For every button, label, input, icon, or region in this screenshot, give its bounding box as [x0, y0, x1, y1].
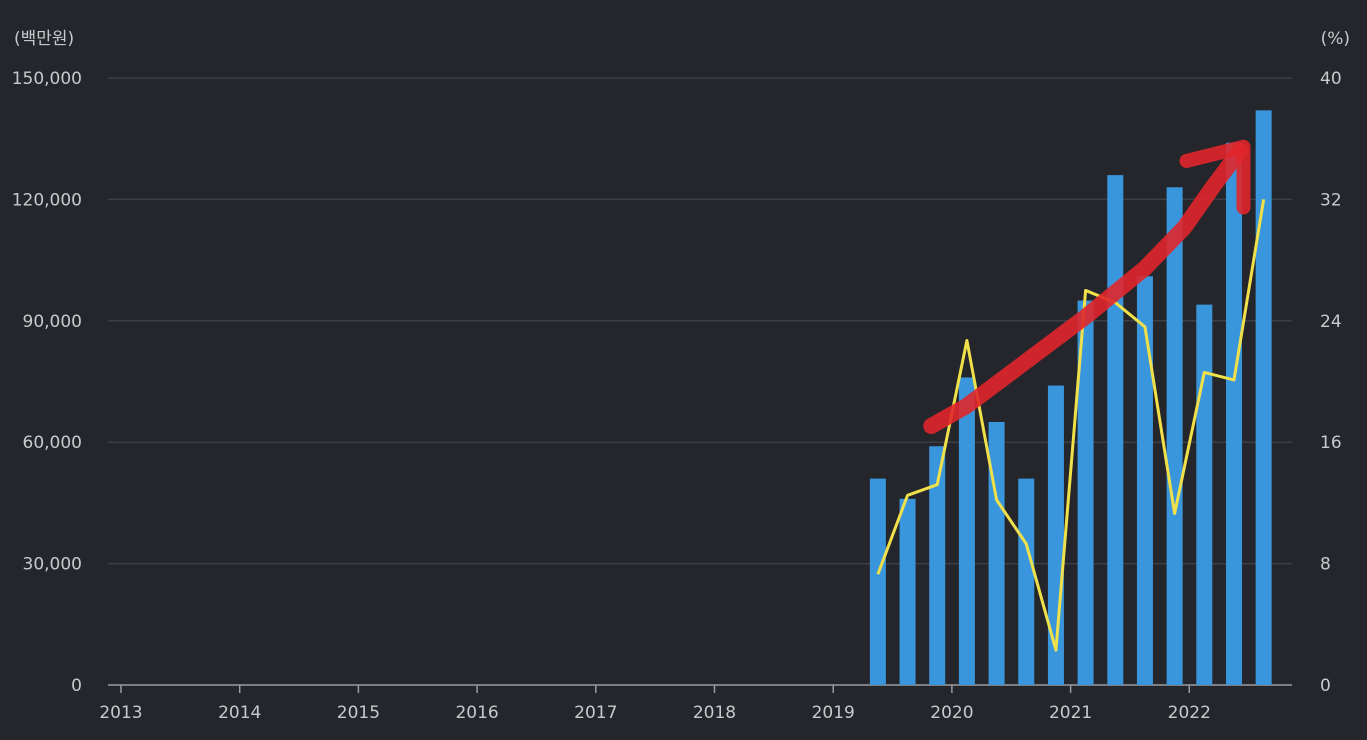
bar	[988, 421, 1005, 685]
x-tick-label: 2019	[812, 703, 855, 723]
x-tick-label: 2016	[455, 703, 498, 723]
bar	[869, 478, 886, 685]
hand-drawn-arrow-annotation	[923, 139, 1251, 435]
x-tick-label: 2015	[337, 703, 380, 723]
right-tick-label: 24	[1320, 312, 1342, 332]
bar	[899, 498, 916, 685]
right-tick-label: 16	[1320, 433, 1342, 453]
line-path	[876, 199, 1266, 652]
x-tick-label: 2014	[218, 703, 261, 723]
bar	[1225, 142, 1242, 685]
bar	[1077, 300, 1094, 685]
x-tick-label: 2022	[1168, 703, 1211, 723]
left-tick-label: 120,000	[12, 190, 82, 210]
right-tick-label: 32	[1320, 190, 1342, 210]
right-tick-label: 8	[1320, 555, 1331, 575]
x-tick-label: 2017	[574, 703, 617, 723]
x-tick-label: 2021	[1049, 703, 1092, 723]
x-tick-label: 2020	[930, 703, 973, 723]
left-tick-label: 90,000	[23, 312, 82, 332]
bar	[1255, 110, 1272, 685]
bar	[1136, 276, 1153, 685]
x-axis: 2013 2014 2015 2016 2017 2018 2019 2020 2021 2022	[99, 684, 1292, 723]
left-tick-label: 30,000	[23, 555, 82, 575]
bar	[1018, 478, 1035, 685]
right-axis-unit: (%)	[1321, 29, 1350, 49]
left-tick-label: 0	[71, 676, 82, 696]
left-tick-label: 60,000	[23, 433, 82, 453]
x-tick-label: 2018	[693, 703, 736, 723]
bar	[1196, 304, 1213, 685]
bar-series	[869, 110, 1272, 685]
bar	[929, 446, 946, 685]
axis-labels: 0 30,000 60,000 90,000 120,000 150,000 0 8 16 24 3…	[12, 29, 1350, 696]
arrow-shaft	[923, 142, 1248, 435]
left-axis-unit: (백만원)	[14, 29, 74, 49]
line-series	[876, 199, 1266, 652]
x-tick-label: 2013	[99, 703, 142, 723]
right-tick-label: 0	[1320, 676, 1331, 696]
bar	[958, 377, 975, 685]
bar	[1107, 175, 1124, 685]
left-tick-label: 150,000	[12, 69, 82, 89]
arrow-head	[1179, 139, 1251, 215]
grid-lines	[108, 77, 1292, 565]
right-tick-label: 40	[1320, 69, 1342, 89]
bar	[1166, 187, 1183, 685]
